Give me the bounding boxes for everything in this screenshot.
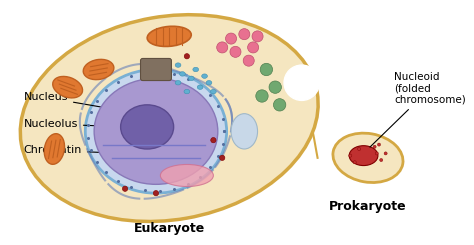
Ellipse shape	[211, 137, 216, 143]
Ellipse shape	[206, 81, 212, 85]
Ellipse shape	[239, 29, 250, 40]
Ellipse shape	[147, 26, 191, 47]
Text: Eukaryote: Eukaryote	[134, 222, 205, 235]
Ellipse shape	[122, 186, 128, 191]
Text: Nucleus: Nucleus	[24, 92, 111, 109]
Text: Nucleoid
(folded
chromosome): Nucleoid (folded chromosome)	[370, 72, 466, 147]
Ellipse shape	[375, 152, 378, 155]
Ellipse shape	[160, 164, 213, 186]
Ellipse shape	[210, 89, 216, 94]
Ellipse shape	[217, 42, 228, 53]
Ellipse shape	[269, 81, 282, 93]
Text: Chromatin: Chromatin	[24, 146, 122, 155]
Ellipse shape	[256, 90, 268, 102]
Ellipse shape	[184, 89, 190, 94]
Text: Nucleolus: Nucleolus	[24, 119, 122, 129]
Ellipse shape	[380, 159, 383, 162]
Ellipse shape	[219, 155, 225, 160]
Ellipse shape	[226, 33, 237, 44]
Ellipse shape	[252, 31, 263, 42]
Ellipse shape	[180, 72, 185, 76]
Ellipse shape	[357, 147, 361, 150]
Ellipse shape	[197, 85, 203, 89]
Ellipse shape	[349, 146, 378, 166]
Ellipse shape	[273, 99, 286, 111]
Ellipse shape	[231, 114, 257, 149]
Ellipse shape	[373, 145, 376, 148]
Ellipse shape	[53, 76, 82, 98]
Ellipse shape	[333, 133, 403, 183]
Ellipse shape	[121, 105, 173, 149]
Ellipse shape	[284, 65, 319, 100]
Ellipse shape	[260, 63, 273, 76]
Ellipse shape	[83, 59, 114, 80]
Ellipse shape	[85, 70, 227, 193]
Ellipse shape	[94, 78, 218, 184]
Ellipse shape	[153, 191, 159, 196]
Ellipse shape	[247, 42, 259, 53]
Text: Prokaryote: Prokaryote	[329, 200, 407, 213]
Ellipse shape	[349, 154, 352, 157]
Ellipse shape	[44, 134, 64, 164]
Ellipse shape	[353, 161, 356, 164]
Ellipse shape	[384, 152, 387, 155]
Ellipse shape	[175, 81, 181, 85]
Ellipse shape	[20, 15, 318, 221]
Ellipse shape	[193, 67, 199, 72]
Ellipse shape	[184, 54, 190, 59]
Ellipse shape	[230, 46, 241, 57]
Ellipse shape	[189, 76, 194, 81]
Ellipse shape	[175, 63, 181, 67]
Ellipse shape	[201, 74, 208, 78]
FancyBboxPatch shape	[140, 59, 172, 81]
Ellipse shape	[377, 143, 381, 146]
Ellipse shape	[243, 55, 254, 66]
